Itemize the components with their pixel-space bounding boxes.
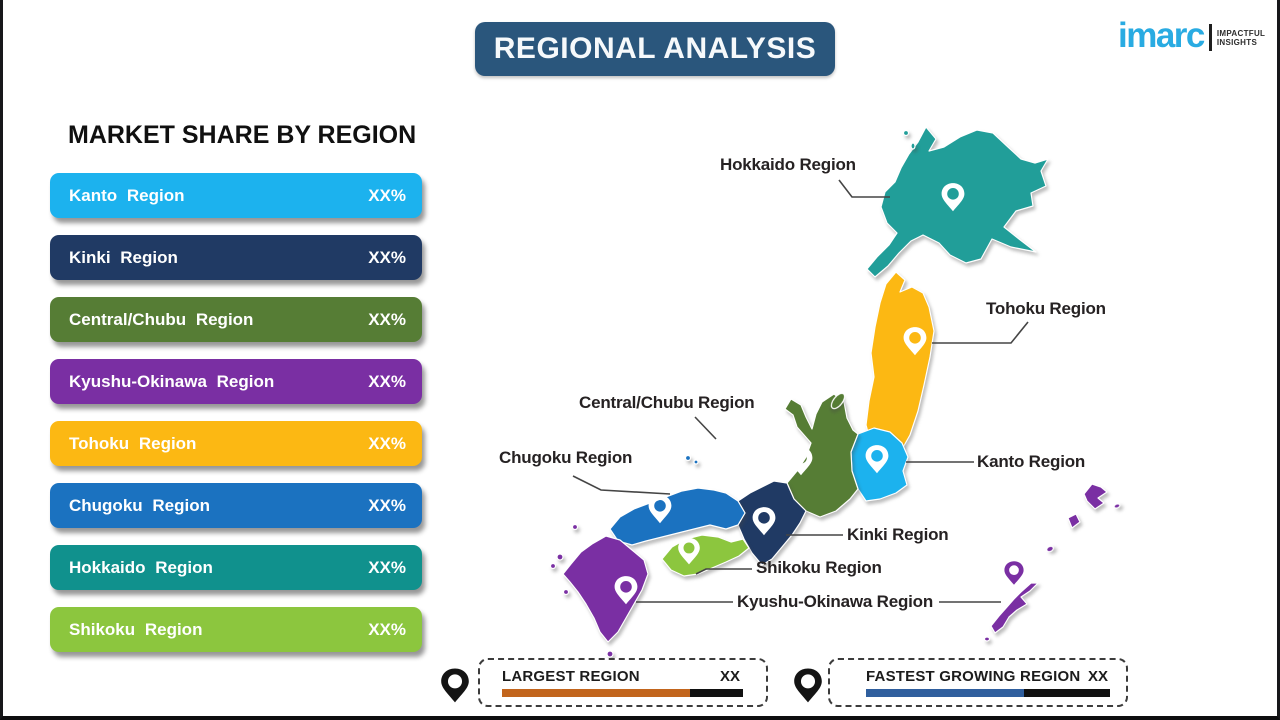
- legend-largest-region: LARGEST REGION XX: [478, 658, 768, 707]
- map-region-tohoku: [865, 271, 935, 456]
- legend-fastest-value: XX: [1087, 668, 1108, 685]
- map-islet: [983, 636, 991, 642]
- map-label-central-chubu: Central/Chubu Region: [579, 393, 755, 412]
- imarc-wordmark: imarc: [1118, 16, 1205, 55]
- connector-tohoku: [932, 321, 1029, 344]
- bar-value: XX%: [368, 247, 406, 267]
- connector-shikoku: [695, 568, 752, 575]
- map-region-kyushu: [562, 535, 649, 643]
- market-share-bar-kinki: Kinki Region XX%: [50, 235, 422, 280]
- largest-region-pin-icon: [441, 668, 469, 703]
- legend-fastest-label: FASTEST GROWING REGION: [866, 668, 1081, 685]
- market-share-bar-shikoku: Shikoku Region XX%: [50, 607, 422, 652]
- bar-value: XX%: [368, 495, 406, 515]
- market-share-heading: MARKET SHARE BY REGION: [68, 121, 417, 149]
- map-label-hokkaido: Hokkaido Region: [720, 155, 856, 174]
- market-share-bar-tohoku: Tohoku Region XX%: [50, 421, 422, 466]
- bar-value: XX%: [368, 309, 406, 329]
- map-islet: [549, 562, 557, 570]
- bar-value: XX%: [368, 371, 406, 391]
- bar-value: XX%: [368, 557, 406, 577]
- map-islet-sado: [830, 392, 846, 410]
- bar-label: Hokkaido Region: [69, 557, 213, 577]
- kinki-pin-icon: [752, 507, 776, 536]
- bar-label: Shikoku Region: [69, 619, 203, 639]
- map-region-shikoku: [661, 534, 750, 577]
- bar-label: Kyushu-Okinawa Region: [69, 371, 275, 391]
- map-islet: [1113, 503, 1121, 509]
- legend-bar-orange-segment: [502, 689, 690, 697]
- map-islet: [571, 523, 579, 531]
- bar-value: XX%: [368, 433, 406, 453]
- legend-fastest-bar: [866, 689, 1110, 697]
- map-label-shikoku: Shikoku Region: [756, 558, 882, 577]
- chugoku-pin-icon: [648, 495, 672, 524]
- market-share-bar-central-chubu: Central/Chubu Region XX%: [50, 297, 422, 342]
- hokkaido-pin-icon: [941, 183, 965, 212]
- legend-bar-blue-segment: [866, 689, 1024, 697]
- legend-bar-black-segment: [1024, 689, 1110, 697]
- map-label-chugoku: Chugoku Region: [499, 448, 633, 467]
- page-title: REGIONAL ANALYSIS: [493, 32, 817, 65]
- map-islet: [556, 553, 564, 561]
- logo-tagline-line1: IMPACTFUL: [1216, 28, 1266, 38]
- map-label-kinki: Kinki Region: [847, 525, 949, 544]
- market-share-bar-kanto: Kanto Region XX%: [50, 173, 422, 218]
- kyushu-pin-icon: [614, 576, 638, 605]
- legend-fastest-growing-region: FASTEST GROWING REGION XX: [828, 658, 1128, 707]
- logo-tagline: IMPACTFUL INSIGHTS: [1217, 29, 1265, 47]
- bar-label: Kanto Region: [69, 185, 185, 205]
- title-banner: REGIONAL ANALYSIS: [475, 22, 835, 76]
- shikoku-pin-icon: [678, 537, 700, 565]
- map-islet: [684, 454, 692, 462]
- map-region-central-chubu: [784, 393, 859, 518]
- bar-label: Chugoku Region: [69, 495, 210, 515]
- fastest-growing-pin-icon: [794, 668, 822, 703]
- map-label-kyushu-okinawa: Kyushu-Okinawa Region: [737, 592, 934, 611]
- bar-value: XX%: [368, 619, 406, 639]
- map-label-tohoku: Tohoku Region: [986, 299, 1106, 318]
- logo-divider: [1208, 24, 1212, 51]
- map-region-chugoku: [609, 487, 746, 546]
- map-islet: [910, 142, 916, 150]
- map-islet: [1046, 545, 1054, 553]
- tohoku-pin-icon: [903, 327, 927, 356]
- map-islet: [562, 588, 570, 596]
- connector-hokkaido: [838, 179, 890, 198]
- kanto-pin-icon: [865, 445, 889, 474]
- legend-largest-bar: [502, 689, 743, 697]
- central-chubu-pin-icon: [789, 447, 813, 476]
- market-share-bar-hokkaido: Hokkaido Region XX%: [50, 545, 422, 590]
- logo-tagline-line2: INSIGHTS: [1216, 37, 1258, 47]
- map-label-kanto: Kanto Region: [977, 452, 1086, 471]
- bar-label: Tohoku Region: [69, 433, 197, 453]
- imarc-logo: imarc IMPACTFUL INSIGHTS: [1118, 18, 1265, 53]
- map-islet: [693, 459, 699, 465]
- legend-bar-black-segment: [690, 689, 743, 697]
- market-share-bar-list: Kanto Region XX% Kinki Region XX% Centra…: [50, 173, 422, 652]
- bar-value: XX%: [368, 185, 406, 205]
- market-share-bar-kyushu-okinawa: Kyushu-Okinawa Region XX%: [50, 359, 422, 404]
- okinawa-pin-icon: [1004, 561, 1024, 585]
- legend-largest-value: XX: [719, 668, 740, 685]
- connector-chugoku: [572, 475, 671, 495]
- map-region-kinki: [737, 480, 807, 566]
- map-region-kanto: [850, 427, 909, 502]
- market-share-bar-chugoku: Chugoku Region XX%: [50, 483, 422, 528]
- map-islet: [1067, 513, 1081, 529]
- map-islet: [606, 650, 614, 658]
- bar-label: Kinki Region: [69, 247, 178, 267]
- bar-label: Central/Chubu Region: [69, 309, 254, 329]
- map-region-hokkaido: [866, 126, 1049, 278]
- connector-central-chubu: [694, 416, 717, 440]
- legend-largest-label: LARGEST REGION: [502, 668, 640, 685]
- map-islet: [902, 129, 910, 137]
- map-region-okinawa-chain: [1083, 483, 1108, 510]
- map-region-okinawa-main: [990, 582, 1039, 634]
